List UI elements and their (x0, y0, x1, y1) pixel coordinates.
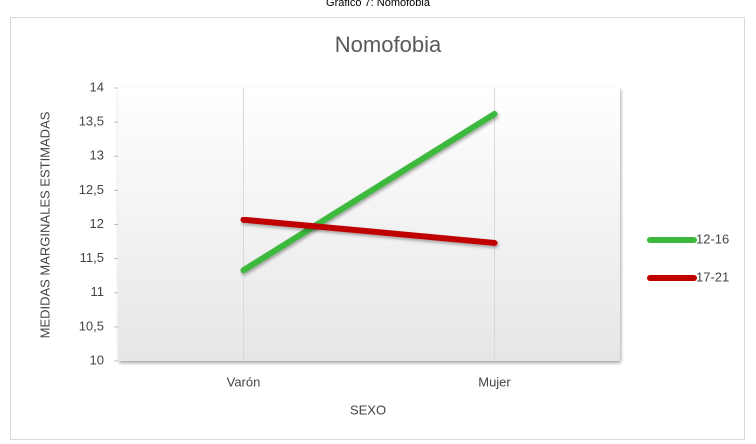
y-tick-label: 12,5 (79, 182, 104, 197)
y-tick-label: 10 (90, 352, 104, 367)
caption: Gráfico 7: Nomofobia (326, 0, 431, 9)
legend-label: 17-21 (696, 269, 729, 284)
legend-label: 12-16 (696, 231, 729, 246)
y-tick-label: 13,5 (79, 114, 104, 129)
series-line (240, 110, 498, 274)
plot-area (118, 88, 620, 361)
x-axis-label: SEXO (350, 402, 386, 417)
y-tick-label: 11,5 (80, 250, 104, 265)
series-line (240, 216, 498, 246)
y-axis-label: MEDIDAS MARGINALES ESTIMADAS (37, 111, 52, 338)
x-tick-label: Varón (227, 374, 261, 389)
y-tick-label: 12 (90, 216, 104, 231)
y-tick-label: 11 (91, 284, 105, 299)
chart-title: Nomofobia (335, 32, 442, 57)
y-tick-label: 10,5 (79, 318, 104, 333)
y-tick-label: 14 (90, 79, 104, 94)
x-tick-label: Mujer (478, 374, 511, 389)
y-tick-label: 13 (90, 148, 104, 163)
